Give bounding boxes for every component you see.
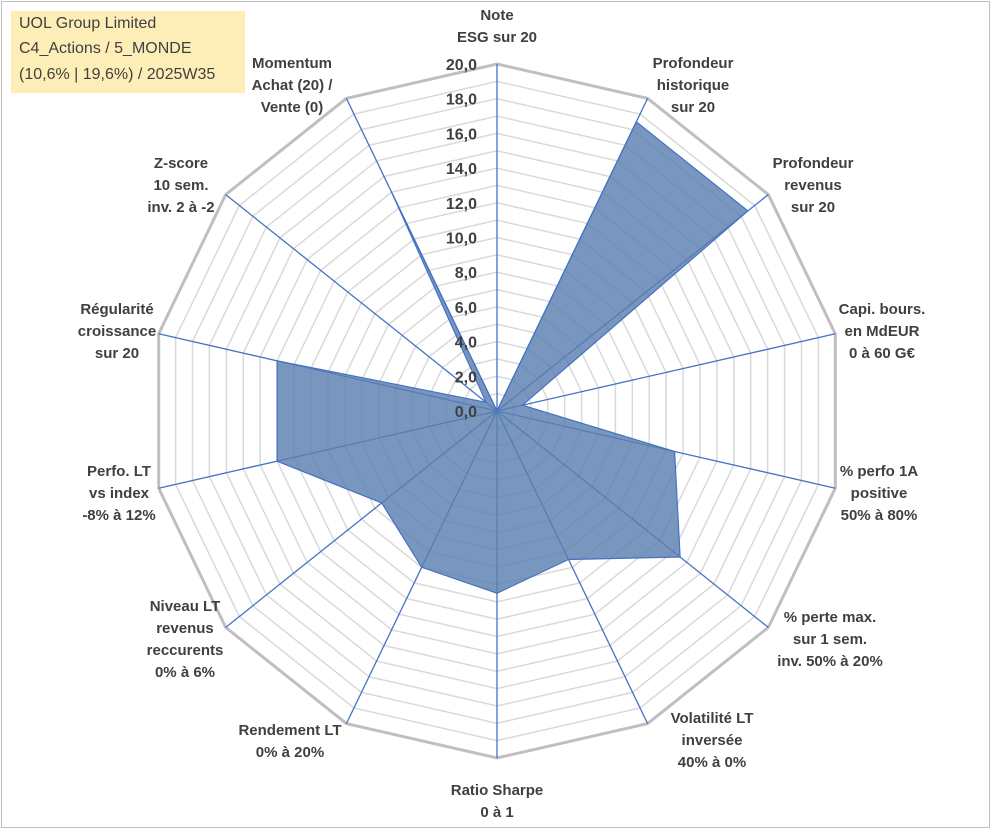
- axis-label: Ratio Sharpe 0 à 1: [451, 782, 544, 821]
- axis-label: Perfo. LT vs index -8% à 12%: [82, 463, 155, 524]
- series-area: [276, 120, 749, 594]
- axis-spoke: [496, 333, 836, 412]
- chart-title-company: UOL Group Limited: [19, 15, 157, 32]
- axis-label: Note ESG sur 20: [457, 7, 537, 46]
- axis-label: % perfo 1A positive 50% à 80%: [840, 463, 919, 524]
- tick-label: 4,0: [455, 335, 477, 352]
- axis-label: Profondeur historique sur 20: [653, 55, 734, 116]
- axis-label: Capi. bours. en MdEUR 0 à 60 G€: [839, 301, 926, 362]
- tick-label: 10,0: [446, 231, 477, 248]
- axis-label: Régularité croissance sur 20: [78, 301, 156, 362]
- tick-label: 2,0: [455, 369, 477, 386]
- axis-label: % perte max. sur 1 sem. inv. 50% à 20%: [777, 609, 883, 670]
- radar-tick-labels: 0,0 2,0 4,0 6,0 8,0 10,0 12,0 14,0 16,0 18,0 20,0: [446, 57, 477, 421]
- radar-axis-labels: Note ESG sur 20 Profondeur historique sur 20…: [78, 7, 926, 821]
- tick-label: 20,0: [446, 57, 477, 74]
- tick-label: 8,0: [455, 265, 477, 282]
- title-box: UOL Group Limited C4_Actions / 5_MONDE (…: [11, 11, 245, 93]
- tick-label: 18,0: [446, 92, 477, 109]
- tick-label: 0,0: [455, 404, 477, 421]
- tick-label: 6,0: [455, 300, 477, 317]
- tick-label: 14,0: [446, 161, 477, 178]
- axis-label: Niveau LT revenus reccurents 0% à 6%: [147, 598, 224, 681]
- chart-title-category: C4_Actions / 5_MONDE: [19, 40, 192, 57]
- axis-label: Momentum Achat (20) / Vente (0): [252, 55, 334, 116]
- axis-label: Profondeur revenus sur 20: [773, 155, 854, 216]
- tick-label: 16,0: [446, 126, 477, 143]
- axis-label: Volatilité LT inversée 40% à 0%: [671, 710, 754, 771]
- chart-title-stats: (10,6% | 19,6%) / 2025W35: [19, 66, 216, 83]
- axis-spoke: [225, 194, 498, 412]
- axis-label: Z-score 10 sem. inv. 2 à -2: [147, 155, 214, 216]
- axis-label: Rendement LT 0% à 20%: [238, 722, 341, 761]
- radar-series: [276, 120, 749, 594]
- tick-label: 12,0: [446, 196, 477, 213]
